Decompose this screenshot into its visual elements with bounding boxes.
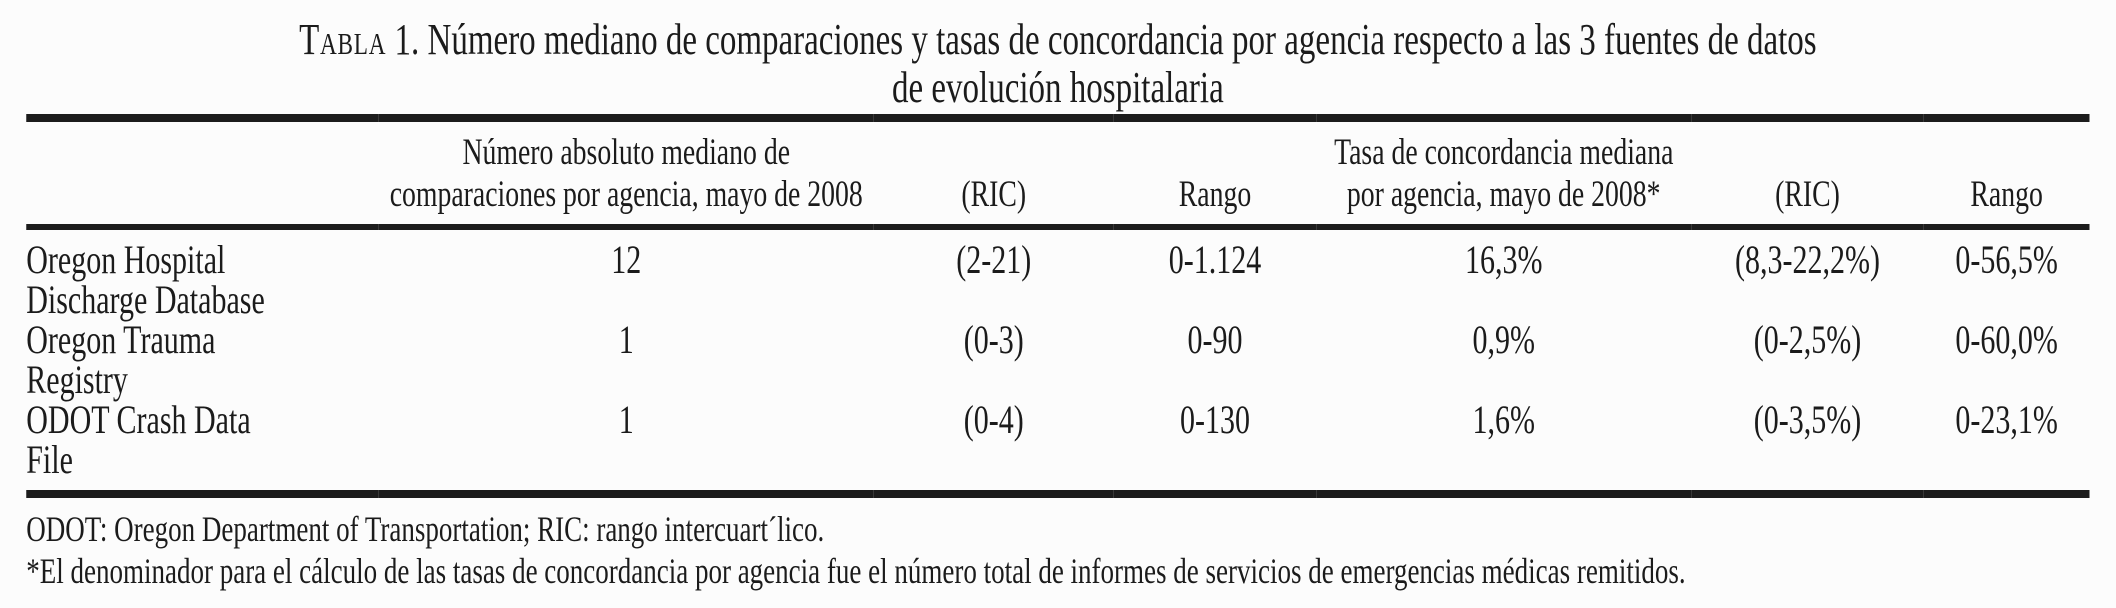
column-header-range-1: Rango [1113, 118, 1317, 230]
paper-table-figure: Tabla 1. Número mediano de comparaciones… [26, 16, 2090, 592]
cell-source: Oregon Trauma Registry [26, 317, 216, 402]
column-header-range-2: Rango [1923, 118, 2090, 230]
cell-ric-1: (2-21) [956, 237, 1032, 282]
header-row: Número absoluto mediano de comparaciones… [26, 118, 2090, 230]
cell-range-1: 0-1.124 [1168, 237, 1262, 282]
cell-range-2: 0-60,0% [1955, 317, 2058, 362]
table-row: Oregon Trauma Registry 1 (0-3) 0-90 0,9%… [26, 320, 2089, 400]
cell-ric-2: (0-3,5%) [1753, 397, 1862, 442]
column-header-concordance: Tasa de concordancia mediana por agencia… [1316, 118, 1692, 230]
column-header-source [26, 118, 379, 230]
cell-ric-1: (0-4) [963, 397, 1024, 442]
cell-range-1: 0-130 [1179, 397, 1250, 442]
cell-median-comparisons: 1 [618, 397, 634, 442]
table-caption-line2: de evolución hospitalaria [892, 63, 1224, 112]
column-header-median-comparisons: Número absoluto mediano de comparaciones… [378, 118, 874, 230]
footnote-abbreviations: ODOT: Oregon Department of Transportatio… [26, 509, 825, 549]
cell-median-comparisons: 12 [611, 237, 642, 282]
data-table: Número absoluto mediano de comparaciones… [26, 114, 2090, 498]
cell-source: Oregon Hospital Discharge Database [26, 237, 265, 322]
table-footnotes: ODOT: Oregon Department of Transportatio… [26, 508, 2086, 592]
table-caption: Tabla 1. Número mediano de comparaciones… [45, 16, 2071, 112]
cell-concordance: 1,6% [1472, 397, 1535, 442]
cell-range-2: 0-23,1% [1955, 397, 2058, 442]
column-header-ric-1: (RIC) [873, 118, 1114, 230]
cell-median-comparisons: 1 [618, 317, 634, 362]
column-header-ric-2: (RIC) [1691, 118, 1924, 230]
cell-source: ODOT Crash Data File [26, 397, 251, 482]
table-caption-label: Tabla [299, 15, 387, 64]
table-row: Oregon Hospital Discharge Database 12 (2… [26, 227, 2089, 320]
footnote-denominator: *El denominador para el cálculo de las t… [26, 551, 1686, 591]
cell-range-1: 0-90 [1187, 317, 1243, 362]
table-caption-text: 1. Número mediano de comparaciones y tas… [386, 15, 1817, 64]
cell-ric-2: (0-2,5%) [1753, 317, 1862, 362]
cell-range-2: 0-56,5% [1955, 237, 2058, 282]
table-row: ODOT Crash Data File 1 (0-4) 0-130 1,6% … [26, 400, 2089, 494]
cell-concordance: 16,3% [1464, 237, 1543, 282]
cell-ric-2: (8,3-22,2%) [1735, 237, 1880, 282]
cell-ric-1: (0-3) [963, 317, 1024, 362]
cell-concordance: 0,9% [1472, 317, 1535, 362]
